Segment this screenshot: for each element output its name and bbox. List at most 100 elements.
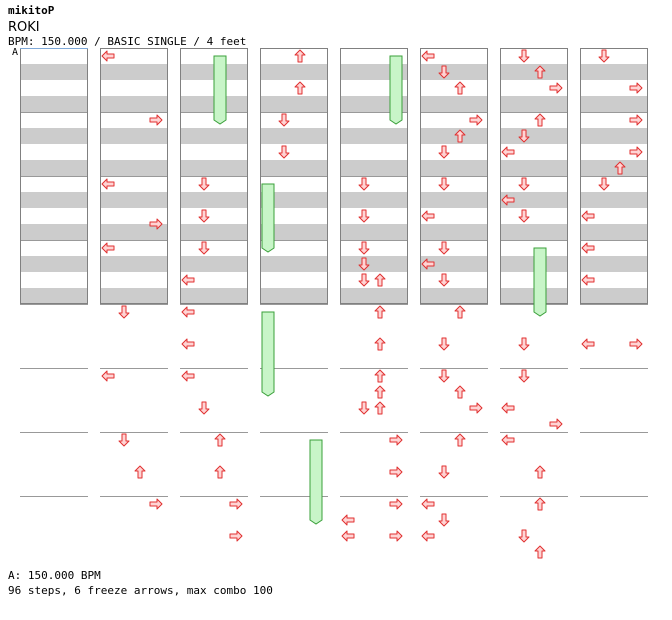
column-border (340, 48, 408, 304)
beat-stripe (340, 256, 408, 272)
chart-summary: 96 steps, 6 freeze arrows, max combo 100 (8, 584, 273, 597)
beat-stripe (100, 160, 168, 176)
beat-stripe (20, 288, 88, 304)
arrow-left-icon (501, 402, 515, 414)
beat-stripe (100, 128, 168, 144)
arrow-down-icon (438, 337, 450, 351)
freeze-body (261, 183, 275, 253)
song-title: ROKI (8, 20, 40, 35)
arrow-up-icon (294, 81, 306, 95)
arrow-up-icon (294, 49, 306, 63)
arrow-left-icon (421, 210, 435, 222)
arrow-down-icon (438, 241, 450, 255)
beat-stripe (500, 128, 568, 144)
freeze-body (213, 55, 227, 125)
beat-stripe (20, 96, 88, 112)
arrow-up-icon (454, 129, 466, 143)
beat-stripe (100, 224, 168, 240)
arrow-left-icon (101, 242, 115, 254)
arrow-down-icon (438, 145, 450, 159)
column-border (100, 48, 168, 304)
chart-column (100, 48, 168, 497)
beat-stripe (340, 128, 408, 144)
bpm-legend: A: 150.000 BPM (8, 569, 101, 582)
beat-stripe (20, 160, 88, 176)
beat-stripe (420, 96, 488, 112)
arrow-up-icon (534, 465, 546, 479)
beat-stripe (100, 64, 168, 80)
freeze-body (309, 439, 323, 525)
arrow-right-icon (469, 114, 483, 126)
arrow-down-icon (358, 401, 370, 415)
beat-stripe (340, 192, 408, 208)
arrow-left-icon (501, 434, 515, 446)
arrow-right-icon (229, 498, 243, 510)
arrow-up-icon (614, 161, 626, 175)
arrow-left-icon (341, 514, 355, 526)
arrow-right-icon (629, 114, 643, 126)
beat-stripe (500, 192, 568, 208)
beat-stripe (500, 224, 568, 240)
beat-stripe (180, 288, 248, 304)
arrow-up-icon (534, 497, 546, 511)
beat-stripe (180, 224, 248, 240)
arrow-left-icon (421, 530, 435, 542)
arrow-up-icon (454, 385, 466, 399)
arrow-right-icon (549, 418, 563, 430)
arrow-up-icon (374, 337, 386, 351)
arrow-left-icon (181, 370, 195, 382)
arrow-right-icon (629, 338, 643, 350)
beat-stripe (100, 96, 168, 112)
arrow-right-icon (389, 498, 403, 510)
freeze-body (389, 55, 403, 125)
arrow-left-icon (581, 210, 595, 222)
arrow-down-icon (518, 337, 530, 351)
arrow-down-icon (518, 49, 530, 63)
arrow-down-icon (358, 257, 370, 271)
arrow-right-icon (549, 82, 563, 94)
arrow-down-icon (358, 241, 370, 255)
arrow-down-icon (438, 273, 450, 287)
arrow-left-icon (341, 530, 355, 542)
arrow-down-icon (358, 177, 370, 191)
arrow-left-icon (101, 370, 115, 382)
arrow-right-icon (149, 114, 163, 126)
arrow-up-icon (374, 401, 386, 415)
arrow-down-icon (518, 177, 530, 191)
arrow-down-icon (598, 49, 610, 63)
beat-stripe (420, 288, 488, 304)
freeze-arrow (389, 55, 403, 125)
arrow-right-icon (629, 82, 643, 94)
beat-stripe (340, 288, 408, 304)
beat-stripe (580, 256, 648, 272)
beat-stripe (20, 192, 88, 208)
beat-stripe (260, 256, 328, 272)
arrow-down-icon (518, 209, 530, 223)
arrow-down-icon (198, 241, 210, 255)
arrow-down-icon (118, 305, 130, 319)
arrow-up-icon (534, 545, 546, 559)
beat-stripe (100, 288, 168, 304)
arrow-down-icon (118, 433, 130, 447)
arrow-left-icon (501, 146, 515, 158)
arrow-left-icon (101, 178, 115, 190)
chart-column (260, 48, 328, 497)
beat-stripe (580, 160, 648, 176)
beat-stripe (580, 96, 648, 112)
arrow-up-icon (374, 273, 386, 287)
freeze-arrow (213, 55, 227, 125)
arrow-left-icon (581, 242, 595, 254)
arrow-right-icon (149, 218, 163, 230)
arrow-right-icon (229, 530, 243, 542)
beat-stripe (340, 224, 408, 240)
beat-stripe (340, 160, 408, 176)
arrow-up-icon (454, 433, 466, 447)
beat-stripe (260, 64, 328, 80)
arrow-left-icon (421, 258, 435, 270)
arrow-down-icon (198, 401, 210, 415)
arrow-down-icon (358, 273, 370, 287)
arrow-down-icon (198, 209, 210, 223)
arrow-down-icon (278, 113, 290, 127)
beat-stripe (20, 64, 88, 80)
